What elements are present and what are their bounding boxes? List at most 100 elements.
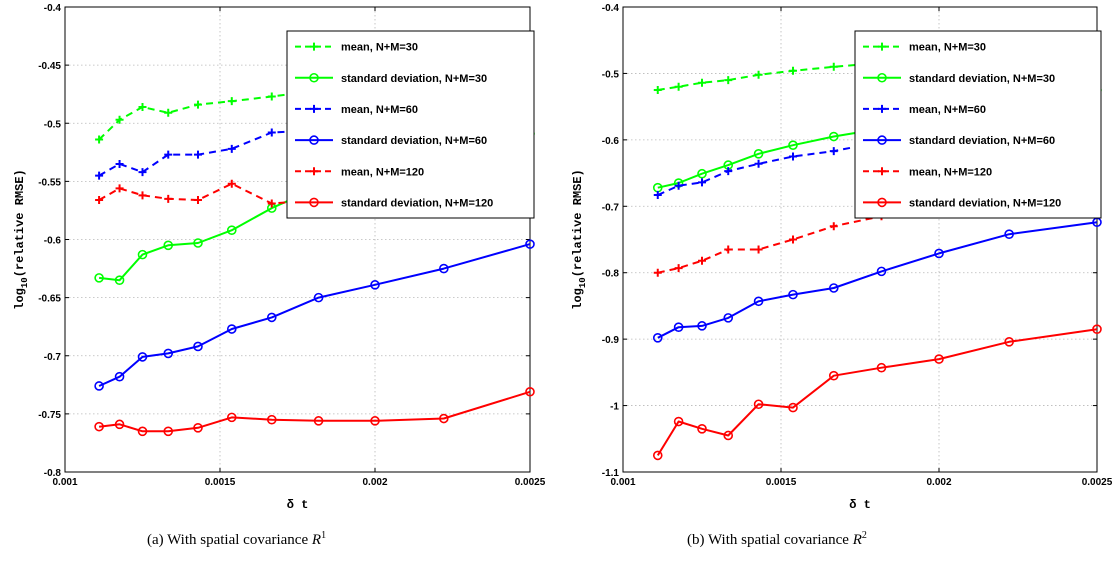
y-tick-label: -0.4	[602, 3, 620, 14]
data-point	[674, 181, 683, 190]
data-point	[653, 268, 662, 277]
data-point	[934, 248, 944, 259]
data-point	[227, 144, 236, 153]
data-point	[138, 191, 147, 200]
data-point	[1004, 229, 1014, 239]
legend-swatch-marker	[310, 167, 318, 176]
data-point	[698, 78, 706, 87]
data-point	[95, 171, 104, 180]
legend-label: mean, N+M=60	[341, 104, 418, 116]
data-point	[724, 76, 733, 85]
data-point	[95, 195, 104, 204]
data-point	[193, 341, 203, 352]
y-tick-label: -0.8	[44, 468, 62, 479]
legend-swatch-marker	[878, 104, 886, 113]
legend-label: mean, N+M=60	[909, 104, 986, 116]
y-tick-label: -0.65	[38, 294, 61, 305]
data-point	[754, 159, 763, 168]
data-point	[1092, 324, 1102, 334]
data-point	[724, 245, 733, 254]
data-point	[227, 97, 236, 106]
x-axis-label: δ t	[287, 498, 309, 512]
data-point	[525, 239, 535, 249]
data-point	[193, 423, 203, 433]
data-point	[226, 324, 237, 334]
legend-box	[854, 30, 1102, 219]
data-point	[934, 354, 944, 364]
y-tick-label: -0.8	[602, 269, 620, 280]
caption-a-symbol: R	[311, 532, 322, 548]
legend-swatch-marker	[877, 197, 887, 208]
data-point	[789, 235, 798, 244]
data-point	[697, 168, 707, 179]
y-tick-label: -0.5	[44, 119, 62, 130]
x-tick-label: 0.001	[610, 477, 635, 488]
data-point	[193, 100, 202, 109]
data-point	[267, 128, 276, 137]
data-point	[652, 450, 663, 461]
x-tick-label: 0.002	[926, 477, 951, 488]
data-point	[95, 135, 104, 144]
data-point	[723, 430, 734, 441]
legend-swatch-marker	[310, 42, 318, 51]
data-point	[138, 168, 147, 177]
data-point	[653, 86, 662, 95]
data-point	[876, 266, 887, 277]
data-point	[115, 159, 124, 168]
data-point	[439, 413, 449, 424]
data-point	[673, 322, 684, 332]
data-point	[789, 66, 798, 75]
axes-box-b	[622, 6, 1098, 473]
x-axis-label: δ t	[849, 498, 871, 512]
chart-a: 0.001 0.0015 0.002 0.0025 -0.8 -0.75 -0.7 -0.65…	[13, 3, 546, 512]
legend-swatch-marker	[877, 135, 887, 145]
caption-b-superscript: 2	[861, 530, 867, 541]
y-axis-label: log10(relative RMSE)	[13, 169, 30, 309]
data-point	[674, 82, 683, 91]
data-point	[164, 194, 173, 203]
data-point	[137, 352, 148, 362]
data-point	[370, 280, 380, 290]
data-point	[698, 178, 706, 187]
y-tick-label: -0.7	[602, 202, 620, 213]
data-point	[753, 399, 764, 410]
legend-swatch-marker	[310, 104, 318, 113]
legend-b: mean, N+M=30 standard deviation, N+M=30 me…	[854, 30, 1102, 219]
y-tick-label: -0.45	[38, 61, 61, 72]
legend-swatch-marker	[309, 72, 319, 83]
x-tick-label: 0.002	[362, 477, 387, 488]
y-tick-label: -0.9	[602, 335, 620, 346]
data-point	[1004, 336, 1014, 347]
chart-panel-b: 0.001 0.0015 0.002 0.0025 -1.1 -1 -0.9 -0.8 -0.7…	[560, 0, 1119, 569]
legend-swatch-marker	[878, 42, 886, 51]
data-point	[164, 150, 173, 159]
data-point	[266, 312, 277, 323]
y-tick-label: -0.6	[602, 136, 620, 147]
series-line	[657, 221, 1098, 339]
y-tick-label: -0.75	[38, 410, 61, 421]
data-point	[266, 414, 277, 425]
legend-label: mean, N+M=120	[341, 166, 424, 178]
data-point	[313, 292, 324, 303]
data-point	[164, 108, 173, 117]
data-point	[674, 264, 683, 273]
data-point	[94, 273, 104, 283]
data-point	[193, 195, 202, 204]
y-tick-label: -0.5	[602, 69, 620, 80]
data-point	[788, 140, 798, 150]
data-point	[138, 102, 147, 111]
data-point	[652, 333, 663, 343]
legend-label: mean, N+M=120	[909, 166, 992, 178]
legend-swatch-marker	[309, 135, 319, 145]
caption-a-superscript: 1	[321, 530, 327, 541]
chart-b: 0.001 0.0015 0.002 0.0025 -1.1 -1 -0.9 -0.8 -0.7…	[571, 3, 1113, 512]
x-tick-label: 0.0015	[205, 477, 236, 488]
data-point	[876, 362, 887, 373]
legend-label: mean, N+M=30	[341, 42, 418, 54]
x-tick-label: 0.0015	[766, 477, 797, 488]
legend-label: standard deviation, N+M=60	[341, 135, 487, 147]
legend-a: mean, N+M=30 standard deviation, N+M=30 me…	[286, 30, 535, 219]
data-point	[226, 225, 237, 235]
data-point	[94, 421, 104, 432]
data-point	[753, 149, 764, 159]
